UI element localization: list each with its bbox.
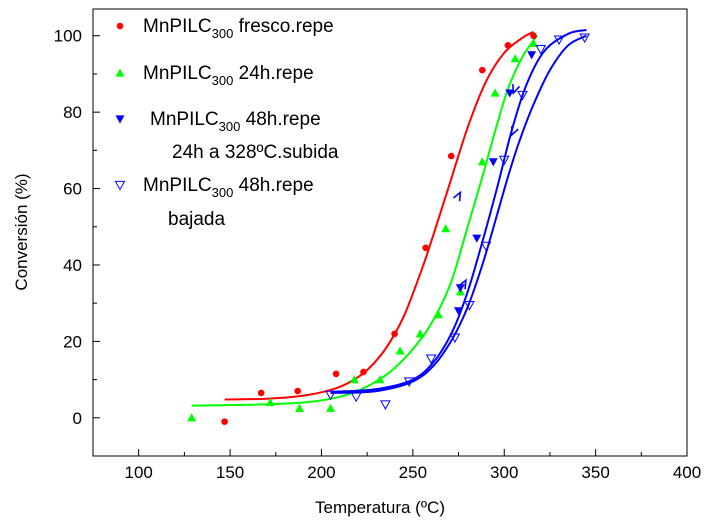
series-1-point bbox=[530, 32, 537, 40]
x-tick-label: 250 bbox=[399, 463, 427, 482]
series-1-fit-line bbox=[224, 31, 534, 401]
series-1-point bbox=[360, 368, 367, 376]
series-2-fit-line bbox=[191, 35, 538, 407]
series-4-point bbox=[464, 300, 475, 311]
series-1-point bbox=[422, 244, 429, 252]
series-3-point bbox=[455, 284, 465, 293]
series-4-point bbox=[480, 241, 492, 252]
series-3-fit-line bbox=[330, 29, 587, 393]
series-4-point bbox=[449, 333, 461, 344]
legend-label-3-line2: 24h a 328ºC.subida bbox=[172, 142, 339, 163]
series-4-point bbox=[380, 400, 391, 410]
series-2-point bbox=[375, 375, 385, 384]
y-tick-label: 60 bbox=[63, 180, 82, 199]
x-tick-label: 300 bbox=[490, 463, 518, 482]
series-2-point bbox=[490, 88, 500, 97]
series-2-point bbox=[510, 54, 520, 63]
legend-marker-2 bbox=[115, 68, 125, 77]
series-3-point bbox=[505, 89, 515, 98]
y-tick-label: 80 bbox=[63, 103, 82, 122]
series-1-point bbox=[332, 370, 340, 378]
legend-label-4-line2: bajada bbox=[168, 209, 225, 230]
arrow-down bbox=[512, 84, 521, 95]
series-2-point bbox=[326, 403, 336, 412]
series-2-point bbox=[441, 224, 451, 233]
series-3-point bbox=[472, 234, 482, 243]
y-tick-label: 40 bbox=[63, 256, 82, 275]
plot-frame bbox=[92, 8, 688, 457]
series-1-point bbox=[478, 66, 486, 74]
series-1-point bbox=[257, 389, 265, 397]
legend-marker-1 bbox=[116, 22, 124, 30]
y-axis-title: Conversión (%) bbox=[12, 173, 31, 290]
series-3-point bbox=[454, 307, 464, 316]
direction-arrows bbox=[452, 84, 521, 290]
data-points bbox=[187, 32, 590, 425]
y-tick-label: 0 bbox=[73, 409, 82, 428]
fit-curves bbox=[191, 29, 587, 407]
series-4-point bbox=[498, 155, 510, 166]
series-2-point bbox=[433, 310, 443, 319]
y-tick-label: 100 bbox=[54, 27, 82, 46]
y-tick-label: 20 bbox=[63, 332, 82, 351]
legend-label-4: MnPILC300 48h.repe bbox=[143, 175, 314, 200]
series-3-point bbox=[488, 158, 498, 167]
series-1-point bbox=[391, 330, 398, 338]
series-4-point bbox=[350, 392, 362, 403]
x-axis: 100 150 200 250 300 350 400 bbox=[125, 449, 701, 482]
series-3-point bbox=[527, 51, 537, 60]
legend-marker-3 bbox=[115, 115, 125, 124]
y-axis: 0 20 40 60 80 100 bbox=[54, 27, 100, 457]
series-2-point bbox=[395, 346, 405, 355]
series-4-fit-line bbox=[330, 34, 587, 394]
plot-area bbox=[92, 8, 688, 457]
x-tick-label: 150 bbox=[216, 463, 244, 482]
series-2-point bbox=[528, 38, 538, 47]
series-4-point bbox=[517, 90, 528, 101]
series-2-point bbox=[295, 403, 305, 412]
series-4-point bbox=[403, 377, 415, 388]
arrow-up bbox=[458, 278, 467, 290]
legend-label-2: MnPILC300 24h.repe bbox=[143, 63, 314, 88]
x-tick-label: 200 bbox=[307, 463, 335, 482]
series-2-point bbox=[415, 329, 425, 338]
series-2-point bbox=[265, 398, 275, 407]
series-2-point bbox=[477, 157, 487, 166]
series-4-point bbox=[425, 354, 437, 365]
arrow-up bbox=[452, 190, 462, 202]
series-1-point bbox=[504, 41, 512, 49]
legend-label-1: MnPILC300 fresco.repe bbox=[143, 16, 334, 41]
x-tick-label: 100 bbox=[125, 463, 153, 482]
series-2-point bbox=[349, 375, 359, 384]
series-4-point bbox=[579, 33, 590, 44]
series-1-point bbox=[447, 152, 455, 160]
series-1-point bbox=[221, 418, 228, 425]
series-4-point bbox=[325, 390, 336, 401]
legend-label-3: MnPILC300 48h.repe bbox=[150, 109, 321, 134]
x-axis-title: Temperatura (ºC) bbox=[315, 498, 445, 517]
series-4-point bbox=[553, 35, 565, 46]
arrow-down bbox=[510, 126, 519, 137]
legend: MnPILC300 fresco.repe MnPILC300 24h.repe M… bbox=[114, 16, 339, 230]
series-4-point bbox=[535, 45, 547, 55]
series-1-point bbox=[294, 387, 302, 395]
series-2-point bbox=[187, 413, 197, 422]
legend-marker-4 bbox=[114, 180, 126, 191]
x-tick-label: 350 bbox=[581, 463, 609, 482]
x-tick-label: 400 bbox=[673, 463, 701, 482]
